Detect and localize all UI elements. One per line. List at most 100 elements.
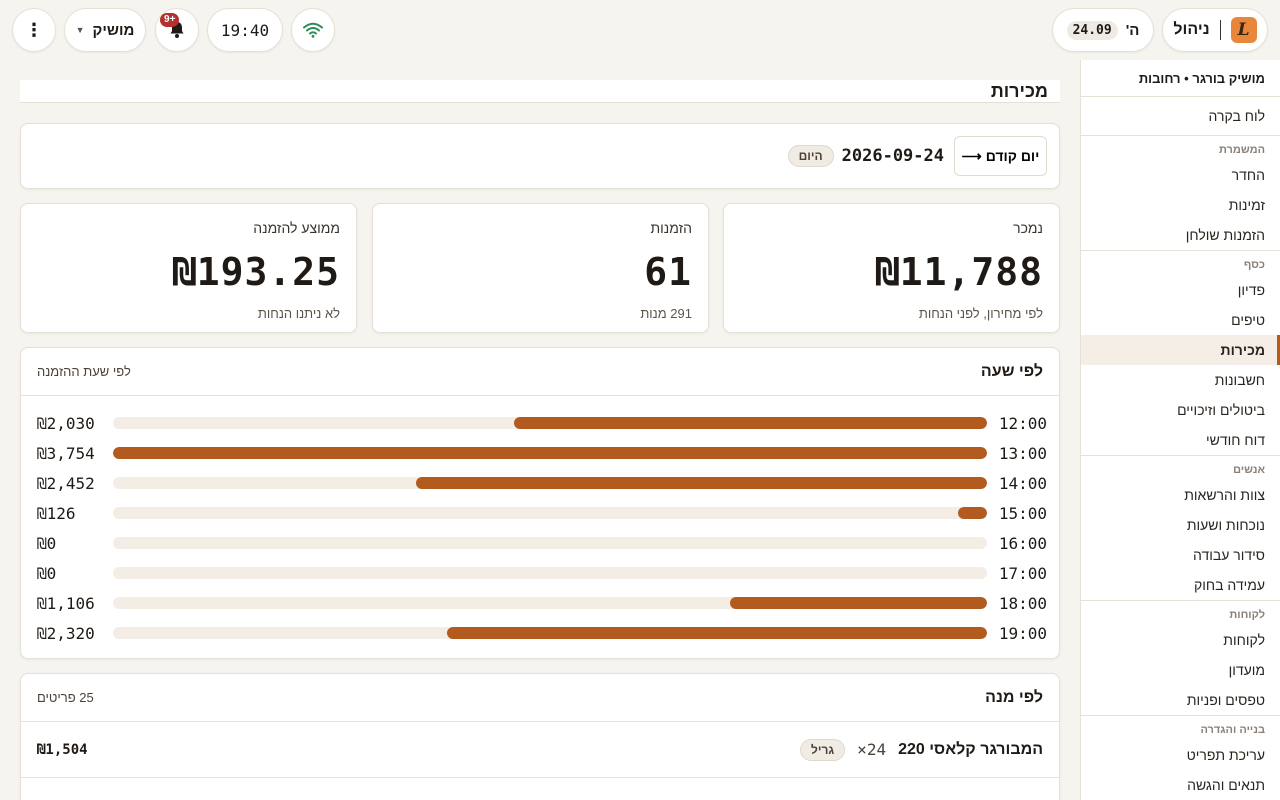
sidebar-item[interactable]: זמינות [1228,197,1265,213]
dish-list: המבורגר קלאסי 220 24× גריל ₪1,504 [21,722,1059,778]
sidebar-section: לקוחות לקוחות מועדון טפסים ופניות [1081,600,1280,715]
hour-row: 17:00 ₪0 [21,558,1059,588]
bar-track [113,507,987,519]
hour-row: 12:00 ₪2,030 [21,408,1059,438]
clock: 19:40 [207,8,283,52]
bar-track [113,417,987,429]
sidebar-item[interactable]: עמידה בחוק [1194,577,1265,593]
stat-value: 61 [644,250,692,294]
hour-amount: ₪126 [37,503,76,523]
stat-value: ₪11,788 [875,250,1043,294]
hour-row: 18:00 ₪1,106 [21,588,1059,618]
bar-fill [416,477,987,489]
previous-day-label: יום קודם [985,148,1040,164]
sidebar-section-title: בנייה והגדרה [1200,724,1265,736]
dish-revenue: ₪1,504 [37,741,88,758]
card-header: לפי מנה 25 פריטים [21,674,1059,722]
hour-amount: ₪0 [37,563,57,583]
hour-label: 15:00 [998,503,1047,523]
sidebar-section-title: אנשים [1233,464,1265,476]
user-name: מושיק [92,21,135,39]
card-title: לפי מנה [985,688,1043,706]
sidebar-sections: המשמרת החדר זמינות הזמנות שולחן כסף פדיון טיפי… [1081,136,1280,800]
notifications-button[interactable]: +9 [155,8,199,52]
bar-fill [957,507,987,519]
hour-label: 13:00 [998,443,1047,463]
date-chip: 24.09 [1066,20,1118,40]
card-title: לפי שעה [980,362,1043,380]
sidebar-item[interactable]: לקוחות [1223,632,1265,648]
stat-subtitle: 291 מנות [640,306,692,321]
hour-label: 12:00 [998,413,1047,433]
sales-by-dish-card: לפי מנה 25 פריטים המבורגר קלאסי 220 24× גר… [20,673,1060,800]
current-date: 2026-09-24 [841,146,944,166]
sidebar-item[interactable]: החדר [1231,167,1265,183]
hour-label: 17:00 [998,563,1047,583]
stat-card-sold: נמכר ₪11,788 לפי מחירון, לפני הנחות [723,203,1060,333]
sidebar-section: המשמרת החדר זמינות הזמנות שולחן [1081,136,1280,250]
sidebar-section-title: המשמרת [1218,144,1265,156]
sidebar-item[interactable]: צוות והרשאות [1184,487,1265,503]
notification-count-badge: +9 [160,13,180,27]
more-menu-button[interactable]: ⋮ [12,8,56,52]
sidebar-item[interactable]: סידור עבודה [1193,547,1265,563]
previous-day-button[interactable]: יום קודם ⟶ [954,136,1047,176]
hour-row: 14:00 ₪2,452 [21,468,1059,498]
sidebar-item[interactable]: מועדון [1228,662,1265,678]
chevron-down-icon: ▼ [75,25,85,35]
hour-label: 19:00 [998,623,1047,643]
sidebar-item[interactable]: ביטולים וזיכויים [1177,402,1265,418]
card-note: לפי שעת ההזמנה [37,364,131,379]
sidebar-item-dashboard[interactable]: לוח בקרה [1081,97,1280,136]
sidebar-item[interactable]: טפסים ופניות [1186,692,1265,708]
wifi-status-button[interactable] [291,8,335,52]
wifi-icon [303,22,323,38]
sidebar-item[interactable]: הזמנות שולחן [1185,227,1265,243]
stat-value: ₪193.25 [172,250,340,294]
sidebar: מושיק בורגר • רחובות לוח בקרה המשמרת החדר… [1080,60,1280,800]
bar-fill [514,417,987,429]
bar-track [113,447,987,459]
user-menu-button[interactable]: מושיק ▼ [64,8,146,52]
sidebar-item[interactable]: תנאים והגשה [1187,777,1265,793]
hour-amount: ₪3,754 [37,443,95,463]
sidebar-item[interactable]: פדיון [1237,282,1265,298]
page-title: מכירות [990,80,1048,101]
hour-amount: ₪0 [37,533,57,553]
dish-name: המבורגר קלאסי 220 [898,740,1043,758]
card-header: לפי שעה לפי שעת ההזמנה [21,348,1059,396]
stat-subtitle: לפי מחירון, לפני הנחות [918,306,1043,321]
brand-label: ניהול [1173,21,1210,38]
sidebar-item[interactable]: חשבונות [1214,372,1265,388]
dish-row[interactable]: המבורגר קלאסי 220 24× גריל ₪1,504 [21,722,1059,778]
sidebar-item[interactable]: מכירות [1081,335,1280,365]
brand-logo: L [1230,17,1257,43]
items-count: 25 פריטים [37,690,94,705]
stat-card-average: ממוצע להזמנה ₪193.25 לא ניתנו הנחות [20,203,357,333]
bar-fill [446,627,987,639]
today-button[interactable]: היום [787,145,834,167]
hourly-sales-card: לפי שעה לפי שעת ההזמנה 12:00 ₪2,030 13:00 ₪… [20,347,1060,659]
arrow-left-icon: ⟶ [961,147,982,164]
sidebar-item[interactable]: נוכחות ושעות [1186,517,1265,533]
date-indicator[interactable]: ה' 24.09 [1052,8,1154,52]
bar-track [113,597,987,609]
hour-amount: ₪2,030 [37,413,95,433]
stat-label: נמכר [1013,220,1043,236]
brand-switcher[interactable]: L ניהול [1162,8,1268,52]
bar-track [113,477,987,489]
main-content: מכירות יום קודם ⟶ 2026-09-24 היום נמכר ₪… [20,80,1060,800]
kebab-menu-icon: ⋮ [25,20,43,40]
sidebar-section-title: לקוחות [1229,609,1265,621]
hour-row: 13:00 ₪3,754 [21,438,1059,468]
dish-quantity: 24× [857,740,887,759]
sidebar-section-title: כסף [1243,259,1265,271]
hour-row: 19:00 ₪2,320 [21,618,1059,648]
sidebar-item[interactable]: דוח חודשי [1206,432,1265,448]
bar-track [113,537,987,549]
date-navigator: יום קודם ⟶ 2026-09-24 היום [20,123,1060,189]
sidebar-item[interactable]: עריכת תפריט [1186,747,1265,763]
sidebar-section: בנייה והגדרה עריכת תפריט תנאים והגשה [1081,715,1280,800]
sidebar-item[interactable]: טיפים [1231,312,1265,328]
stat-label: הזמנות [650,220,693,236]
